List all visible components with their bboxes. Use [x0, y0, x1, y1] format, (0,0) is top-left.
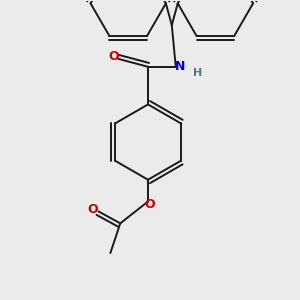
Text: O: O: [108, 50, 119, 63]
Text: O: O: [87, 203, 98, 216]
Text: N: N: [175, 60, 185, 73]
Text: O: O: [145, 198, 155, 211]
Text: H: H: [193, 68, 202, 78]
